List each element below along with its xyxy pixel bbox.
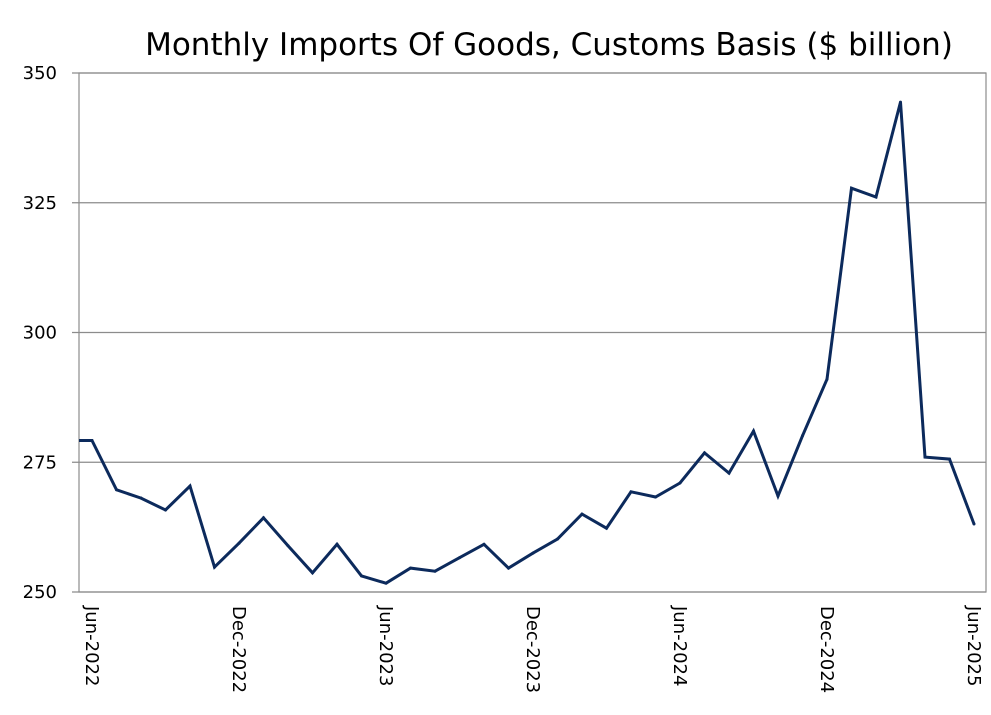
data-point-Apr-2025 xyxy=(923,455,927,459)
data-point-Apr-2024 xyxy=(629,490,633,494)
data-point-Jul-2022 xyxy=(115,488,118,492)
data-point-Jun-2025 xyxy=(972,522,976,526)
y-tick-label: 325 xyxy=(23,193,57,214)
data-point-Dec-2022 xyxy=(237,541,241,545)
data-point-Jan-2025 xyxy=(850,186,853,190)
y-tick-label: 275 xyxy=(23,452,57,473)
data-point-Feb-2025 xyxy=(874,195,878,199)
data-point-Dec-2024 xyxy=(825,377,829,381)
x-tick-label: Jun-2023 xyxy=(375,605,396,686)
data-point-Nov-2022 xyxy=(213,565,216,569)
data-point-Oct-2023 xyxy=(482,542,486,546)
data-point-May-2024 xyxy=(654,495,657,499)
plot-area-border xyxy=(78,72,987,593)
x-tick-label: Dec-2023 xyxy=(522,606,543,693)
data-point-Aug-2023 xyxy=(433,569,437,573)
data-point-Feb-2023 xyxy=(286,544,290,548)
data-point-Mar-2025 xyxy=(899,100,902,104)
data-point-Mar-2024 xyxy=(605,526,608,530)
y-axis-ticks: 250 275 300 325 350 xyxy=(23,63,57,603)
data-point-Jun-2022 xyxy=(90,438,94,442)
data-point-Mar-2023 xyxy=(311,571,314,575)
y-tick-label: 250 xyxy=(23,582,57,603)
data-point-Jul-2024 xyxy=(703,451,706,455)
y-tick-label: 350 xyxy=(23,63,57,84)
data-point-Jun-2023 xyxy=(384,581,388,585)
data-point-May-2022 xyxy=(66,439,69,442)
data-point-Aug-2022 xyxy=(139,496,143,500)
data-point-Nov-2024 xyxy=(801,434,804,438)
series-line-monthly-imports xyxy=(79,101,976,585)
data-point-Dec-2023 xyxy=(531,551,535,555)
data-point-Apr-2023 xyxy=(335,542,339,546)
gridlines xyxy=(72,72,986,593)
x-tick-label: Jun-2024 xyxy=(669,605,690,686)
x-tick-label: Jun-2025 xyxy=(963,605,984,686)
x-axis-ticks: Jun-2022 Dec-2022 Jun-2023 Dec-2023 Jun-2024… xyxy=(81,605,984,693)
data-point-Sep-2022 xyxy=(164,508,167,512)
data-point-May-2025 xyxy=(948,457,951,461)
data-point-Jun-2024 xyxy=(678,481,682,485)
chart-title: Monthly Imports Of Goods, Customs Basis … xyxy=(145,27,953,63)
x-tick-label: Jun-2022 xyxy=(81,605,102,686)
data-point-Nov-2023 xyxy=(507,566,510,570)
data-point-Feb-2024 xyxy=(580,512,584,516)
data-point-Oct-2022 xyxy=(188,484,192,488)
x-tick-label: Dec-2024 xyxy=(816,606,837,693)
data-point-Aug-2024 xyxy=(727,471,731,475)
data-point-Sep-2023 xyxy=(458,556,461,560)
data-point-Jan-2023 xyxy=(262,516,265,520)
y-tick-label: 300 xyxy=(23,323,57,344)
x-tick-label: Dec-2022 xyxy=(228,606,249,693)
data-point-Sep-2024 xyxy=(752,429,755,433)
data-point-May-2023 xyxy=(360,574,363,578)
data-point-Oct-2024 xyxy=(776,494,780,498)
data-point-Jan-2024 xyxy=(556,537,559,541)
data-point-Jul-2023 xyxy=(409,566,412,570)
